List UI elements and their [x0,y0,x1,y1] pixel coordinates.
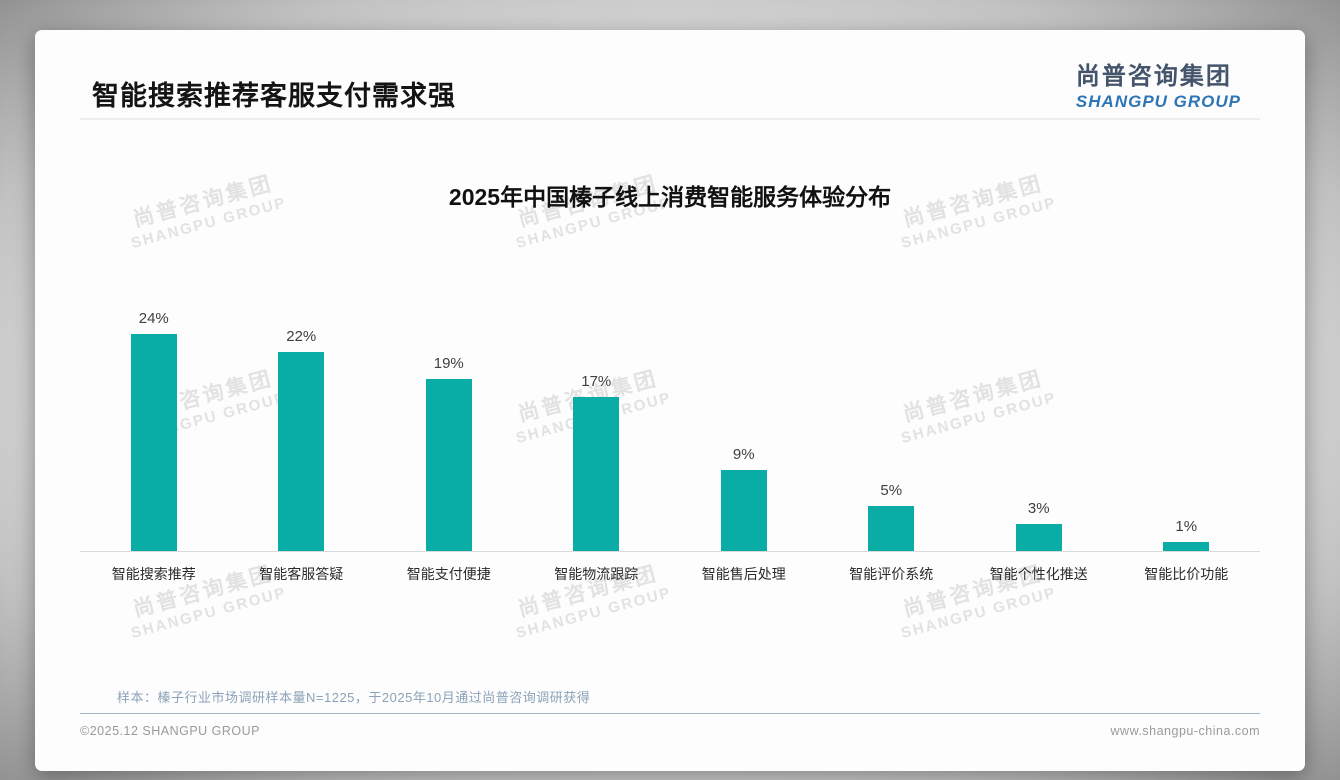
watermark-en-text: SHANGPU GROUP [899,584,1059,642]
category-label: 智能评价系统 [849,566,934,582]
bar-slot: 9% [670,300,818,551]
watermark-en-text: SHANGPU GROUP [129,584,289,642]
bar [573,397,620,551]
bar-value-label: 19% [433,355,464,372]
category-label: 智能物流跟踪 [554,566,639,582]
bar-value-label: 24% [138,310,169,327]
footnote-divider [80,713,1260,714]
bar-slot: 1% [1113,300,1261,551]
category-label: 智能个性化推送 [989,566,1088,582]
category-label: 智能比价功能 [1144,566,1229,582]
bar-value-label: 1% [1175,518,1198,535]
bar-slot: 19% [375,300,523,551]
website-url: www.shangpu-china.com [1110,724,1260,738]
logo-cn-text: 尚普咨询集团 [1075,63,1232,90]
category-label: 智能支付便捷 [406,566,491,582]
bar [278,352,325,551]
page-title: 智能搜索推荐客服支付需求强 [92,81,456,111]
footnote: 样本：榛子行业市场调研样本量N=1225，于2025年10月通过尚普咨询调研获得 [117,690,591,705]
watermark-cn-text: 尚普咨询集团 [515,561,661,622]
bar-slot: 17% [523,300,671,551]
bar-slot: 24% [80,300,228,551]
bar-value-label: 17% [581,373,612,390]
watermark-en-text: SHANGPU GROUP [514,584,674,642]
plot-area: 24% 22% 19% 17% 9% 5% 3% 1% [80,300,1260,551]
x-axis-line [80,551,1260,552]
bar-value-label: 3% [1027,500,1050,517]
footer: ©2025.12 SHANGPU GROUP www.shangpu-china… [80,724,1260,738]
category-label: 智能搜索推荐 [111,566,196,582]
company-logo: 尚普咨询集团 SHANGPU GROUP [1076,56,1241,112]
bar [720,470,767,551]
category-axis: 智能搜索推荐 智能客服答疑 智能支付便捷 智能物流跟踪 智能售后处理 智能评价系统 智能个性… [80,564,1260,584]
bar-slot: 3% [965,300,1113,551]
bar-slot: 5% [818,300,966,551]
copyright-text: ©2025.12 SHANGPU GROUP [80,724,260,738]
bar [1163,542,1210,551]
bar [1015,524,1062,551]
header-divider [80,118,1260,120]
slide-card: 尚普咨询集团 SHANGPU GROUP 尚普咨询集团 SHANGPU GROUP 尚普… [35,30,1305,771]
bar-value-label: 22% [286,328,317,345]
bar [868,506,915,551]
watermark-cn-text: 尚普咨询集团 [130,561,276,622]
bar-value-label: 9% [732,446,755,463]
category-label: 智能客服答疑 [259,566,344,582]
logo-en-text: SHANGPU GROUP [1075,92,1241,111]
bar [130,334,177,551]
bar-slot: 22% [228,300,376,551]
chart-title: 2025年中国榛子线上消费智能服务体验分布 [448,184,892,210]
bar [425,379,472,551]
category-label: 智能售后处理 [701,566,786,582]
bar-value-label: 5% [880,482,903,499]
watermark-cn-text: 尚普咨询集团 [900,561,1046,622]
